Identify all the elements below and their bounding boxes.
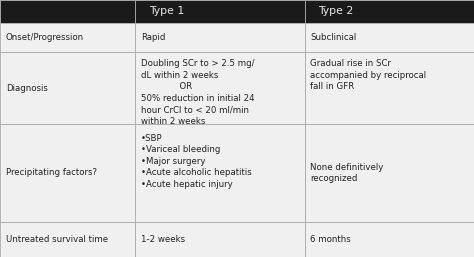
Text: Precipitating factors?: Precipitating factors? xyxy=(6,168,97,178)
Bar xyxy=(305,0,474,23)
Bar xyxy=(135,0,305,23)
Bar xyxy=(0,222,135,257)
Text: Doubling SCr to > 2.5 mg/
dL within 2 weeks
              OR
50% reduction in in: Doubling SCr to > 2.5 mg/ dL within 2 we… xyxy=(141,59,255,126)
Bar xyxy=(305,23,474,52)
Text: Type 1: Type 1 xyxy=(149,6,184,16)
Text: 6 months: 6 months xyxy=(310,235,351,244)
Text: Subclinical: Subclinical xyxy=(310,33,357,42)
Bar xyxy=(0,52,135,124)
Bar xyxy=(135,52,305,124)
Bar xyxy=(305,124,474,222)
Bar xyxy=(0,23,135,52)
Text: Rapid: Rapid xyxy=(141,33,165,42)
Text: 1-2 weeks: 1-2 weeks xyxy=(141,235,185,244)
Text: Type 2: Type 2 xyxy=(319,6,354,16)
Bar xyxy=(0,124,135,222)
Bar xyxy=(135,23,305,52)
Bar xyxy=(305,52,474,124)
Bar xyxy=(0,0,135,23)
Text: Onset/Progression: Onset/Progression xyxy=(6,33,84,42)
Text: Untreated survival time: Untreated survival time xyxy=(6,235,108,244)
Text: None definitively
recognized: None definitively recognized xyxy=(310,163,384,183)
Bar xyxy=(135,124,305,222)
Bar xyxy=(305,222,474,257)
Bar xyxy=(135,222,305,257)
Text: Diagnosis: Diagnosis xyxy=(6,84,47,93)
Text: •SBP
•Variceal bleeding
•Major surgery
•Acute alcoholic hepatitis
•Acute hepatic: •SBP •Variceal bleeding •Major surgery •… xyxy=(141,134,252,189)
Text: Gradual rise in SCr
accompanied by reciprocal
fall in GFR: Gradual rise in SCr accompanied by recip… xyxy=(310,59,427,91)
